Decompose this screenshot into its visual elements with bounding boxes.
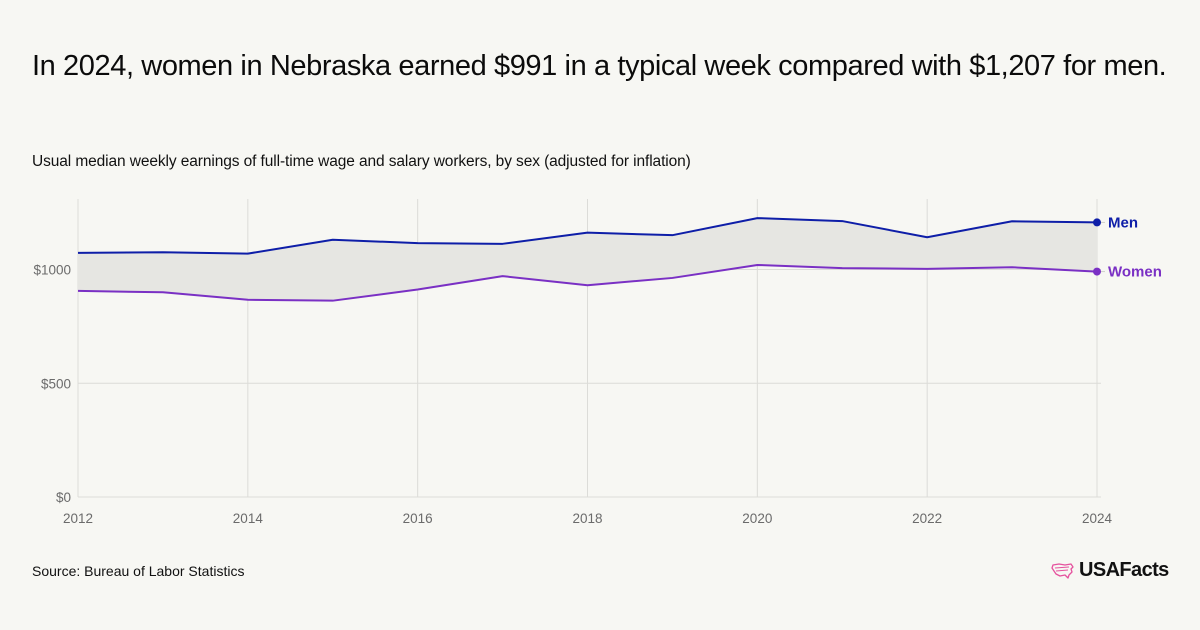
chart-subtitle: Usual median weekly earnings of full-tim…	[32, 153, 691, 170]
us-map-icon	[1051, 562, 1074, 579]
x-tick-label: 2012	[63, 511, 93, 526]
gap-band	[78, 218, 1097, 301]
y-tick-label: $0	[56, 490, 71, 505]
legend: Men Women	[1101, 214, 1162, 281]
series-line-men	[77, 217, 1098, 255]
usafacts-logo: USAFacts	[1051, 559, 1169, 582]
x-tick-label: 2016	[403, 511, 433, 526]
y-gridlines	[78, 269, 1101, 498]
x-tick-label: 2024	[1082, 511, 1113, 526]
logo-text: USAFacts	[1079, 559, 1169, 581]
legend-label-men: Men	[1108, 214, 1138, 231]
chart-title: In 2024, women in Nebraska earned $991 i…	[32, 50, 1167, 82]
x-tick-label: 2020	[742, 511, 772, 526]
data-point-women-2024	[1093, 267, 1101, 276]
series-lines	[77, 217, 1101, 302]
series-line-women	[77, 263, 1098, 302]
source-note: Source: Bureau of Labor Statistics	[32, 563, 245, 579]
y-tick-label: $1000	[33, 263, 71, 278]
data-point-men-2024	[1093, 218, 1101, 227]
x-tick-label: 2018	[572, 511, 602, 526]
x-axis-labels: 2012 2014 2016 2018 2020 2022 2024	[63, 511, 1113, 526]
earnings-gap-area	[78, 218, 1097, 301]
y-axis-labels: $0 $500 $1000	[33, 263, 71, 505]
y-tick-label: $500	[41, 376, 71, 391]
x-tick-label: 2022	[912, 511, 942, 526]
x-tick-label: 2014	[233, 511, 264, 526]
legend-label-women: Women	[1108, 264, 1162, 281]
